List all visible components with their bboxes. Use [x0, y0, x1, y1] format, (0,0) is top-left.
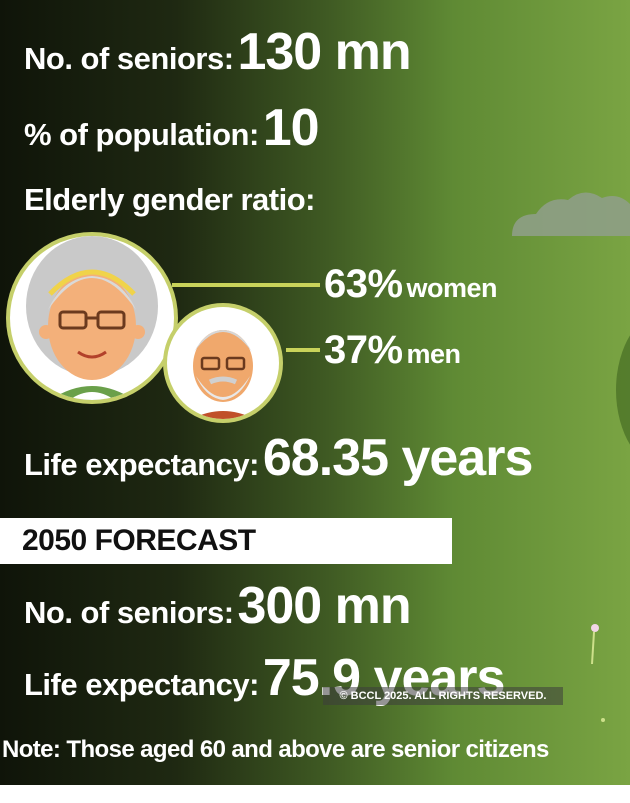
elderly-man-icon — [163, 303, 283, 423]
gender-ratio-heading: Elderly gender ratio: — [24, 182, 315, 217]
population-label: % of population: — [24, 117, 259, 152]
life-expectancy-stat: Life expectancy: 68.35 years — [24, 428, 533, 488]
women-label: women — [406, 273, 498, 303]
population-value: 10 — [262, 99, 320, 157]
forecast-seniors-label: No. of seniors: — [24, 595, 234, 630]
cloud-icon — [512, 192, 630, 236]
men-connector-line — [286, 348, 320, 352]
men-percent: 37% — [324, 328, 403, 372]
life-expectancy-label: Life expectancy: — [24, 447, 259, 482]
seniors-value: 130 mn — [237, 23, 411, 81]
forecast-banner: 2050 FORECAST — [0, 518, 452, 564]
forecast-seniors-stat: No. of seniors: 300 mn — [24, 576, 412, 636]
flower-icon — [591, 624, 599, 665]
dot-decoration — [601, 718, 605, 722]
men-label: men — [406, 339, 462, 369]
footnote: Note: Those aged 60 and above are senior… — [2, 736, 549, 763]
men-ratio: 37% men — [324, 328, 461, 373]
forecast-title: 2050 FORECAST — [22, 524, 256, 557]
life-expectancy-value: 68.35 years — [262, 429, 533, 487]
forecast-life-label: Life expectancy: — [24, 667, 259, 702]
population-stat: % of population: 10 — [24, 98, 320, 158]
women-percent: 63% — [324, 262, 403, 306]
seniors-stat: No. of seniors: 130 mn — [24, 22, 412, 82]
women-ratio: 63% women — [324, 262, 498, 307]
background-scenery — [512, 192, 630, 722]
infographic: No. of seniors: 130 mn % of population: … — [0, 0, 630, 785]
seniors-label: No. of seniors: — [24, 41, 234, 76]
copyright-watermark: © BCCL 2025. ALL RIGHTS RESERVED. — [323, 687, 563, 705]
elderly-woman-icon — [6, 232, 178, 404]
hill-shape — [616, 335, 630, 445]
forecast-seniors-value: 300 mn — [237, 577, 411, 635]
women-connector-line — [172, 283, 320, 287]
